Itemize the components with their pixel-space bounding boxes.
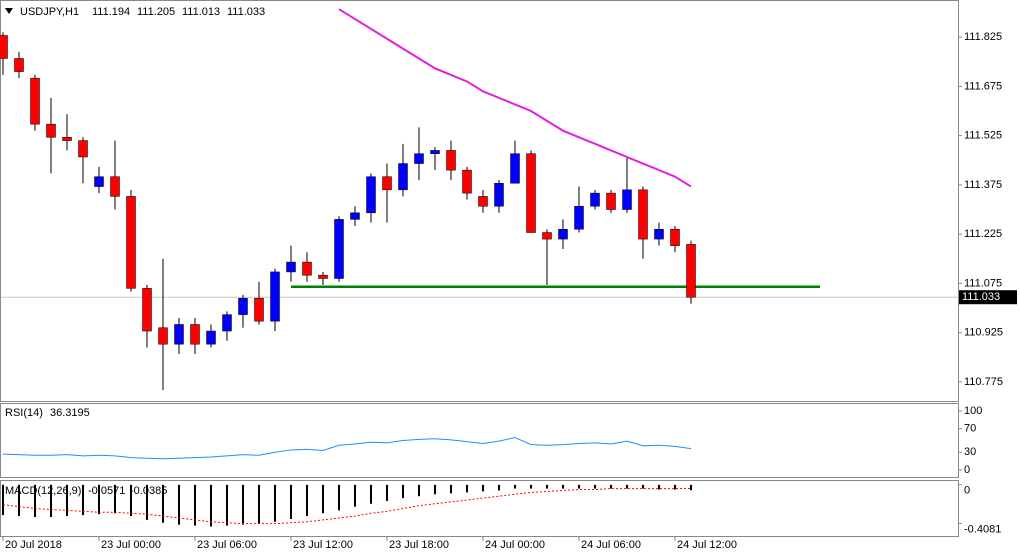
y-tick-label: 111.675 [964, 80, 1002, 92]
candle-body [654, 228, 664, 240]
y-tick-label: 111.525 [964, 130, 1002, 142]
candle-body [526, 153, 536, 233]
x-tick-label: 23 Jul 12:00 [293, 539, 353, 551]
signal-line [2, 487, 692, 525]
candle-body [222, 314, 232, 332]
candle-body [686, 244, 696, 298]
y-tick-label: 0 [964, 464, 970, 476]
candle-body [46, 123, 56, 138]
candle-body [126, 196, 136, 289]
y-tick-label: 110.775 [964, 376, 1003, 388]
candle-body [110, 176, 120, 197]
candle-body [542, 232, 552, 240]
candle-body [62, 137, 72, 141]
rsi-title: RSI(14) [5, 407, 43, 419]
y-tick-label: 111.825 [964, 31, 1002, 43]
menu-arrow [5, 8, 13, 14]
candle-body [206, 330, 216, 345]
candle-body [558, 228, 568, 240]
rsi-panel [0, 403, 959, 478]
x-tick-label: 23 Jul 06:00 [197, 539, 257, 551]
y-tick-label: 110.925 [964, 327, 1003, 339]
candle-body [446, 150, 456, 171]
rsi-value: 36.3195 [50, 407, 90, 419]
macd-title: MACD(12,26,9) [5, 485, 81, 497]
candle-body [254, 297, 264, 322]
candle-body [670, 228, 680, 246]
candle-body [462, 169, 472, 194]
candle-body [158, 327, 168, 345]
y-tick-label: 30 [964, 446, 976, 458]
chart-title: USDJPY,H1 [20, 6, 79, 18]
x-tick-label: 24 Jul 12:00 [677, 539, 737, 551]
candle-body [494, 183, 504, 207]
price-box [959, 290, 1017, 305]
y-tick-label: 111.225 [964, 228, 1002, 240]
signal-value: -0.0385 [130, 485, 167, 497]
rsi-line [2, 437, 692, 460]
candle-body [638, 189, 648, 240]
candle-body [350, 212, 360, 220]
header-low: 111.013 [182, 6, 220, 18]
candle-body [238, 297, 248, 315]
x-tick-label: 23 Jul 00:00 [101, 539, 161, 551]
candle-body [14, 58, 24, 72]
candle-body [270, 271, 280, 322]
header-high: 111.205 [137, 6, 175, 18]
y-tick-label: -0.4081 [964, 523, 1001, 535]
candle-body [142, 288, 152, 332]
candle-body [302, 261, 312, 276]
macd-value: -0.0571 [88, 485, 125, 497]
candle-body [286, 261, 296, 273]
candle-body [334, 219, 344, 279]
candle-body [318, 274, 328, 279]
y-tick-label: 0 [964, 485, 970, 497]
header-close: 111.033 [227, 6, 265, 18]
candle-body [574, 205, 584, 230]
candle-body [78, 140, 88, 158]
candle-body [478, 196, 488, 207]
candle-body [430, 150, 440, 154]
candle-body [590, 192, 600, 207]
candle-body [30, 77, 40, 125]
y-tick-label: 100 [964, 405, 982, 417]
y-tick-label: 111.075 [964, 277, 1002, 289]
x-tick-label: 23 Jul 18:00 [389, 539, 449, 551]
candle-body [0, 35, 8, 59]
candle-body [94, 176, 104, 187]
moving-average [338, 8, 692, 188]
candle-body [398, 163, 408, 191]
candle-body [174, 324, 184, 345]
header-open: 111.194 [92, 6, 130, 18]
candle-body [366, 176, 376, 214]
y-tick-label: 70 [964, 423, 976, 435]
candle-body [414, 153, 424, 164]
x-tick-label: 20 Jul 2018 [5, 539, 62, 551]
candle-body [510, 153, 520, 184]
price-label: 111.033 [962, 291, 1000, 303]
x-tick-label: 24 Jul 00:00 [485, 539, 545, 551]
x-tick-label: 24 Jul 06:00 [581, 539, 641, 551]
y-tick-label: 111.375 [964, 179, 1002, 191]
candle-body [622, 189, 632, 210]
candle-body [606, 192, 616, 210]
candle-body [190, 324, 200, 345]
macd-panel [0, 480, 959, 537]
candle-body [382, 176, 392, 191]
